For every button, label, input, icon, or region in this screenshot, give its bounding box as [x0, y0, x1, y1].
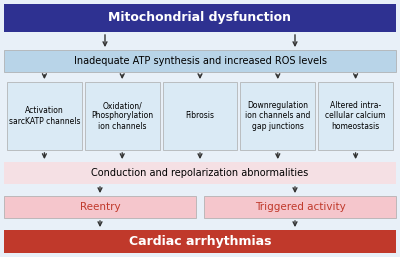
- Bar: [204, 196, 396, 218]
- Bar: [4, 230, 396, 253]
- Bar: [85, 82, 160, 150]
- Text: Triggered activity: Triggered activity: [255, 202, 345, 212]
- Text: Inadequate ATP synthesis and increased ROS levels: Inadequate ATP synthesis and increased R…: [74, 56, 326, 66]
- Bar: [162, 82, 237, 150]
- Bar: [240, 82, 315, 150]
- Text: Activation
sarcKATP channels: Activation sarcKATP channels: [9, 106, 80, 126]
- Bar: [4, 50, 396, 72]
- Text: Cardiac arrhythmias: Cardiac arrhythmias: [129, 235, 271, 248]
- Bar: [4, 196, 196, 218]
- Text: Mitochondrial dysfunction: Mitochondrial dysfunction: [108, 12, 292, 24]
- Text: Reentry: Reentry: [80, 202, 120, 212]
- Text: Downregulation
ion channels and
gap junctions: Downregulation ion channels and gap junc…: [245, 101, 310, 131]
- Text: Oxidation/
Phosphorylation
ion channels: Oxidation/ Phosphorylation ion channels: [91, 101, 153, 131]
- Text: Fibrosis: Fibrosis: [186, 112, 214, 121]
- Text: Altered intra-
cellular calcium
homeostasis: Altered intra- cellular calcium homeosta…: [325, 101, 386, 131]
- Text: Conduction and repolarization abnormalities: Conduction and repolarization abnormalit…: [91, 168, 309, 178]
- Bar: [7, 82, 82, 150]
- Bar: [4, 162, 396, 184]
- Bar: [318, 82, 393, 150]
- Bar: [4, 4, 396, 32]
